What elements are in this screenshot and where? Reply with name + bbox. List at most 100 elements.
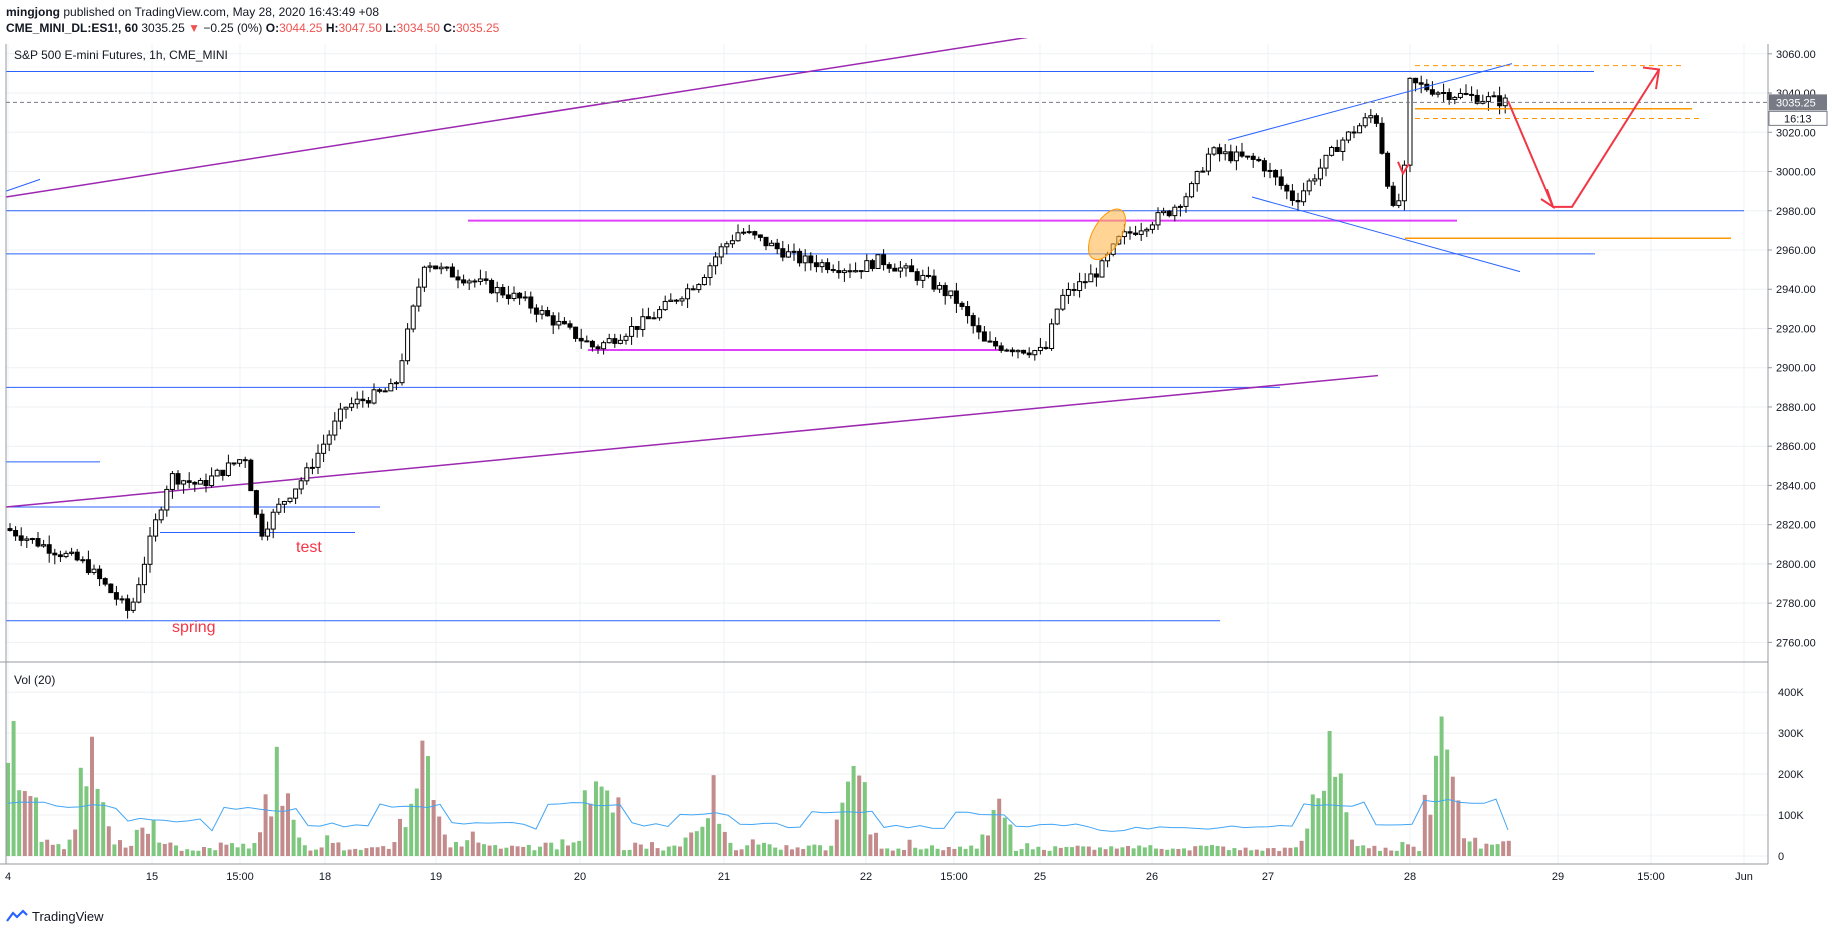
candle-body (981, 331, 987, 342)
volume-bar (806, 845, 811, 856)
time-tick-label: 28 (1404, 871, 1416, 883)
candle-body (309, 466, 315, 469)
volume-bar (734, 850, 738, 856)
volume-bar (95, 788, 100, 856)
candle-body (511, 292, 517, 300)
volume-bar (974, 848, 979, 856)
candle-body (153, 519, 159, 537)
candle-body (612, 338, 618, 344)
volume-bar (504, 847, 509, 856)
candle-body (1060, 294, 1066, 310)
time-tick-label: 15:00 (226, 871, 254, 883)
candle-body (186, 480, 192, 483)
volume-bar (437, 816, 442, 856)
candle-body (1026, 352, 1032, 356)
candle-body (729, 240, 735, 245)
upper-trend-line (5, 38, 1029, 198)
candle-body (853, 270, 859, 273)
volume-bar (717, 823, 722, 856)
volume-bar (1260, 850, 1265, 856)
volume-bar (246, 848, 251, 856)
candle-body (13, 529, 19, 537)
volume-bar (381, 846, 386, 856)
candle-body (377, 389, 383, 392)
chart-area[interactable]: 3060.003040.003020.003000.002980.002960.… (0, 38, 1828, 904)
candle-body (1133, 232, 1139, 235)
candle-body (1194, 170, 1200, 185)
volume-bar (571, 842, 576, 856)
candle-body (1441, 91, 1447, 94)
time-tick-label: 19 (430, 871, 442, 883)
volume-bar (1221, 846, 1226, 856)
candle-body (1323, 154, 1329, 169)
candle-body (1351, 131, 1357, 134)
volume-bar (353, 848, 358, 856)
candle-body (466, 280, 472, 284)
time-tick-label: 25 (1034, 871, 1046, 883)
volume-bar (1030, 849, 1035, 856)
volume-bar (644, 848, 649, 856)
candle-body (1155, 212, 1161, 226)
candle-body (629, 326, 635, 337)
volume-bar (420, 740, 425, 856)
candle-body (141, 563, 147, 586)
symbol[interactable]: CME_MINI_DL:ES1!, 60 (6, 21, 139, 35)
volume-bar (885, 848, 890, 856)
candle-body (1037, 346, 1043, 352)
volume-bar (1109, 846, 1114, 856)
grid-lines (6, 44, 1768, 864)
volume-bar (1266, 848, 1270, 856)
tradingview-brand[interactable]: TradingView (32, 908, 104, 924)
volume-bar (1366, 848, 1371, 856)
volume-bar (1450, 776, 1455, 856)
change-down-icon: ▼ (188, 21, 200, 35)
volume-bar (1495, 844, 1500, 856)
candle-body (601, 342, 607, 350)
candle-body (360, 398, 366, 402)
price-tick-label: 2800.00 (1776, 559, 1816, 571)
volume-bar (1473, 837, 1478, 856)
volume-bar (308, 850, 313, 856)
volume-bar (123, 847, 128, 856)
low-value: 3034.50 (396, 21, 440, 35)
time-tick-label: 20 (574, 871, 586, 883)
volume-bar (1014, 850, 1018, 856)
volume-tick-label: 200K (1778, 769, 1804, 781)
volume-bar (280, 805, 285, 856)
candle-body (1306, 180, 1312, 192)
candle-body (298, 480, 304, 490)
candle-body (1278, 176, 1284, 186)
author-name[interactable]: mingjong (6, 5, 60, 19)
volume-bar (756, 844, 761, 856)
price-tick-label: 2960.00 (1776, 245, 1816, 257)
tradingview-logo-icon[interactable] (6, 909, 28, 923)
volume-bar (1002, 817, 1007, 856)
volume-bar (493, 845, 498, 856)
candle-body (696, 284, 702, 291)
candle-body (399, 360, 405, 384)
volume-bar (1176, 849, 1181, 856)
candle-body (875, 254, 881, 269)
candle-body (517, 292, 523, 299)
candle-body (7, 528, 13, 531)
candle-body (713, 256, 719, 267)
candles (7, 75, 1508, 619)
candle-body (1172, 206, 1178, 217)
volume-bar (174, 845, 178, 856)
change-value: −0.25 (0%) (203, 21, 263, 35)
volume-bar (722, 831, 727, 856)
volume-bar (90, 736, 94, 856)
volume-bar (106, 826, 111, 856)
volume-bar (986, 835, 990, 856)
volume-bar (129, 845, 134, 856)
candle-body (1474, 94, 1480, 104)
volume-pane-title: Vol (20) (14, 673, 55, 687)
volume-bar (454, 842, 458, 856)
candle-body (1429, 89, 1435, 95)
candle-body (589, 340, 595, 348)
candle-body (657, 309, 663, 319)
price-tick-label: 2920.00 (1776, 323, 1816, 335)
candle-body (287, 497, 293, 503)
volume-bar (398, 818, 402, 856)
volume-bar (1142, 847, 1147, 856)
